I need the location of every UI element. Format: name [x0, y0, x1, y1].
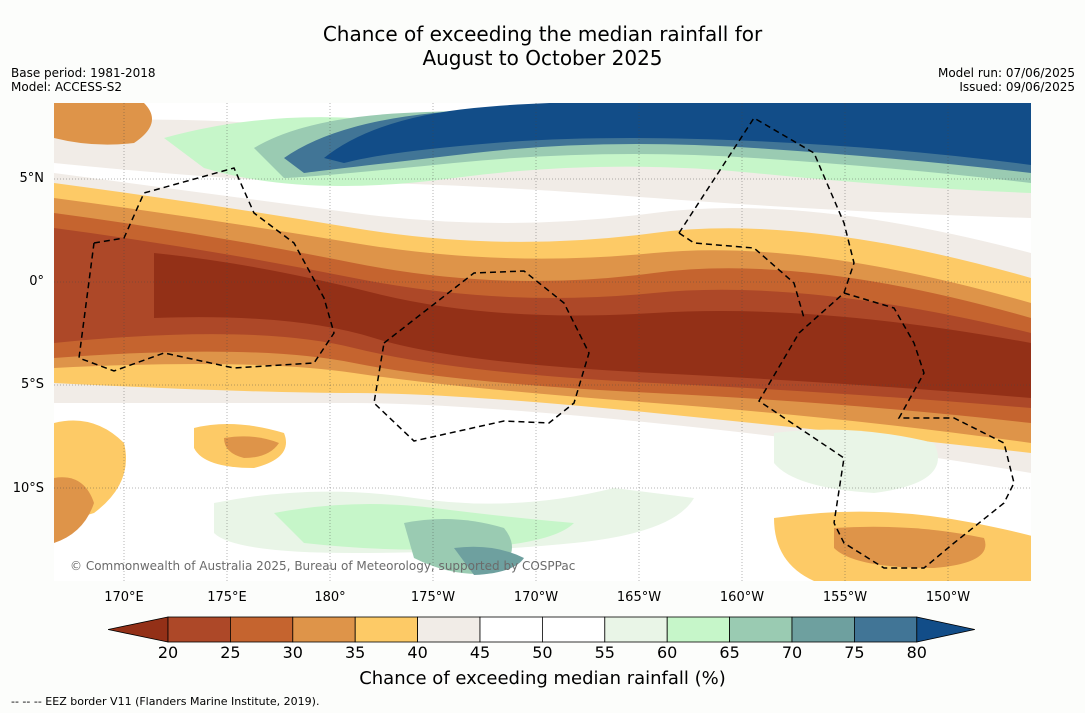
base-period: Base period: 1981-2018	[11, 66, 156, 80]
colorbar-cell	[417, 616, 481, 643]
graticule	[54, 103, 1031, 581]
colorbar-arrow-low	[108, 616, 169, 643]
colorbar-cell	[167, 616, 231, 643]
lon-label-175e: 175°E	[207, 590, 247, 605]
colorbar-cell	[292, 616, 356, 643]
lon-label-165w: 165°W	[616, 590, 662, 605]
southeast-orange-patch	[834, 526, 986, 568]
colorbar-tick-label: 40	[407, 643, 428, 662]
eez-borders	[78, 116, 1015, 569]
east-pale-patch	[774, 429, 938, 493]
colorbar-tick-label: 70	[781, 643, 803, 662]
lon-label-155w: 155°W	[822, 590, 868, 605]
colorbar-cell	[541, 616, 606, 643]
colorbar-cell	[791, 616, 855, 643]
model-run: Model run: 07/06/2025	[937, 66, 1075, 80]
issued-date: Issued: 09/06/2025	[959, 80, 1075, 94]
colorbar-tick-label: 45	[469, 643, 491, 662]
colorbar-tick-label: 35	[345, 643, 366, 662]
colorbar-tick-label: 30	[282, 643, 303, 662]
lon-label-180: 180°	[314, 590, 346, 605]
colorbar-cell	[354, 616, 418, 643]
colorbar-cell	[854, 616, 918, 643]
colorbar-label: Chance of exceeding median rainfall (%)	[359, 668, 726, 689]
equatorial-darkest-band	[154, 253, 1031, 398]
colorbar-tick-label: 80	[906, 643, 927, 662]
colorbar-tick-label: 60	[657, 643, 678, 662]
eez-footnote: -- -- -- EEZ border V11 (Flanders Marine…	[11, 695, 320, 708]
colorbar-cell	[230, 616, 294, 643]
lon-label-175w: 175°W	[410, 590, 456, 605]
lat-label-0: 0°	[29, 274, 44, 289]
colorbar	[108, 616, 975, 643]
south-orange-patch-west	[54, 477, 94, 543]
map-title-line2: August to October 2025	[422, 46, 663, 70]
lat-label-5s: 5°S	[20, 377, 44, 392]
lon-label-170w: 170°W	[513, 590, 559, 605]
south-dark-teal-patch	[454, 546, 524, 575]
colorbar-cell	[666, 616, 731, 643]
colorbar-tick-label: 25	[220, 643, 241, 662]
north-dark-blue-band	[324, 103, 1031, 165]
colorbar-tick-label: 65	[719, 643, 740, 662]
colorbar-cell	[479, 616, 543, 643]
lat-label-10s: 10°S	[12, 481, 44, 496]
colorbar-tick-label: 20	[157, 643, 179, 662]
lon-label-170e: 170°E	[104, 590, 144, 605]
colorbar-cell	[729, 616, 793, 643]
map-title-line1: Chance of exceeding the median rainfall …	[322, 22, 763, 46]
south-orange-patch-mid	[224, 436, 279, 458]
colorbar-tick-label: 50	[532, 643, 553, 662]
colorbar-tick-label: 55	[594, 643, 615, 662]
copyright-text: © Commonwealth of Australia 2025, Bureau…	[70, 559, 576, 573]
colorbar-cell	[604, 616, 668, 643]
lon-label-150w: 150°W	[925, 590, 971, 605]
lon-label-160w: 160°W	[719, 590, 765, 605]
colorbar-tick-label: 75	[844, 643, 865, 662]
lat-label-5n: 5°N	[19, 171, 45, 186]
rainfall-map	[54, 103, 1031, 581]
colorbar-arrow-high	[916, 616, 975, 643]
northwest-dry-patch	[54, 103, 152, 145]
model-name: Model: ACCESS-S2	[11, 80, 123, 94]
